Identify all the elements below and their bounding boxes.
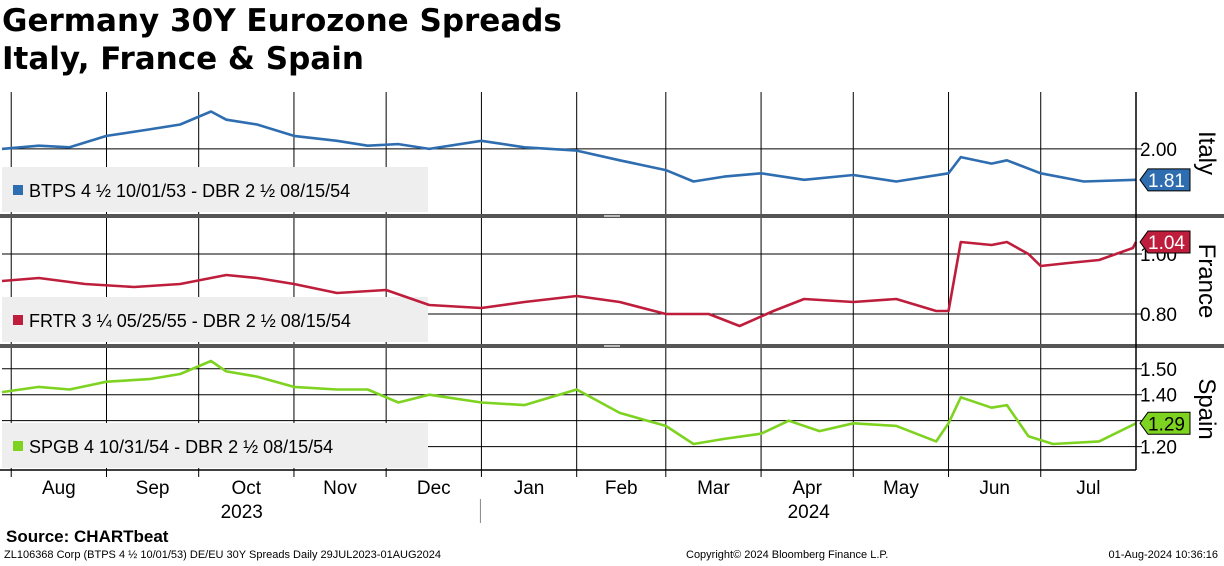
separator-handle bbox=[604, 345, 620, 347]
series-line-italy bbox=[1, 110, 1137, 183]
source-label: Source: CHARTbeat bbox=[6, 527, 169, 546]
legend-label: FRTR 3 ¼ 05/25/55 - DBR 2 ½ 08/15/54 bbox=[29, 311, 351, 331]
x-tick-label: Jan bbox=[514, 478, 545, 499]
legend-swatch bbox=[13, 315, 23, 325]
chart-title: Germany 30Y Eurozone Spreads Italy, Fran… bbox=[2, 2, 562, 78]
x-tick-label: Mar bbox=[697, 478, 730, 499]
legend-box bbox=[2, 423, 428, 468]
x-tick-label: Feb bbox=[605, 478, 638, 499]
x-tick-label: Aug bbox=[42, 478, 76, 499]
y-tick-label: 1.50 bbox=[1140, 360, 1177, 381]
y-tick-label: 1.40 bbox=[1140, 386, 1177, 407]
year-label: 2023 bbox=[221, 502, 263, 523]
footer-info: ZL106368 Corp (BTPS 4 ½ 10/01/53) DE/EU … bbox=[4, 549, 441, 561]
year-label: 2024 bbox=[788, 502, 831, 523]
legend-box bbox=[2, 297, 428, 342]
x-tick-label: Dec bbox=[417, 478, 451, 499]
x-tick-label: Apr bbox=[792, 478, 822, 499]
series-line-spain bbox=[1, 359, 1137, 446]
x-tick-label: May bbox=[883, 478, 919, 499]
title-line-2: Italy, France & Spain bbox=[2, 41, 364, 77]
last-value-tag bbox=[1139, 230, 1191, 254]
panel-label: Spain bbox=[1193, 378, 1220, 439]
title-line-1: Germany 30Y Eurozone Spreads bbox=[2, 3, 562, 39]
legend-swatch bbox=[13, 441, 23, 451]
legend-box bbox=[2, 167, 428, 212]
x-tick-label: Oct bbox=[232, 478, 262, 499]
last-value-label: 1.81 bbox=[1148, 171, 1185, 192]
separator-handle bbox=[604, 215, 620, 217]
y-tick-label: 1.20 bbox=[1140, 438, 1177, 459]
footer-copyright: Copyright© 2024 Bloomberg Finance L.P. bbox=[686, 549, 889, 561]
x-tick-label: Jun bbox=[979, 478, 1010, 499]
footer-timestamp: 01-Aug-2024 10:36:16 bbox=[1108, 549, 1218, 561]
panel-label: Italy bbox=[1193, 131, 1220, 175]
last-value-label: 1.29 bbox=[1148, 414, 1185, 435]
x-tick-label: Jul bbox=[1076, 478, 1100, 499]
y-tick-label: 2.00 bbox=[1140, 140, 1177, 161]
x-tick-label: Sep bbox=[136, 478, 170, 499]
legend-swatch bbox=[13, 185, 23, 195]
panel-label: France bbox=[1193, 244, 1220, 319]
series-line-france bbox=[1, 240, 1138, 328]
last-value-tag bbox=[1139, 411, 1191, 435]
legend-label: SPGB 4 10/31/54 - DBR 2 ½ 08/15/54 bbox=[29, 437, 333, 457]
last-value-label: 1.04 bbox=[1148, 233, 1185, 254]
y-tick-label: 0.80 bbox=[1140, 305, 1177, 326]
last-value-tag bbox=[1139, 168, 1191, 192]
x-tick-label: Nov bbox=[323, 478, 357, 499]
legend-label: BTPS 4 ½ 10/01/53 - DBR 2 ½ 08/15/54 bbox=[29, 181, 350, 201]
